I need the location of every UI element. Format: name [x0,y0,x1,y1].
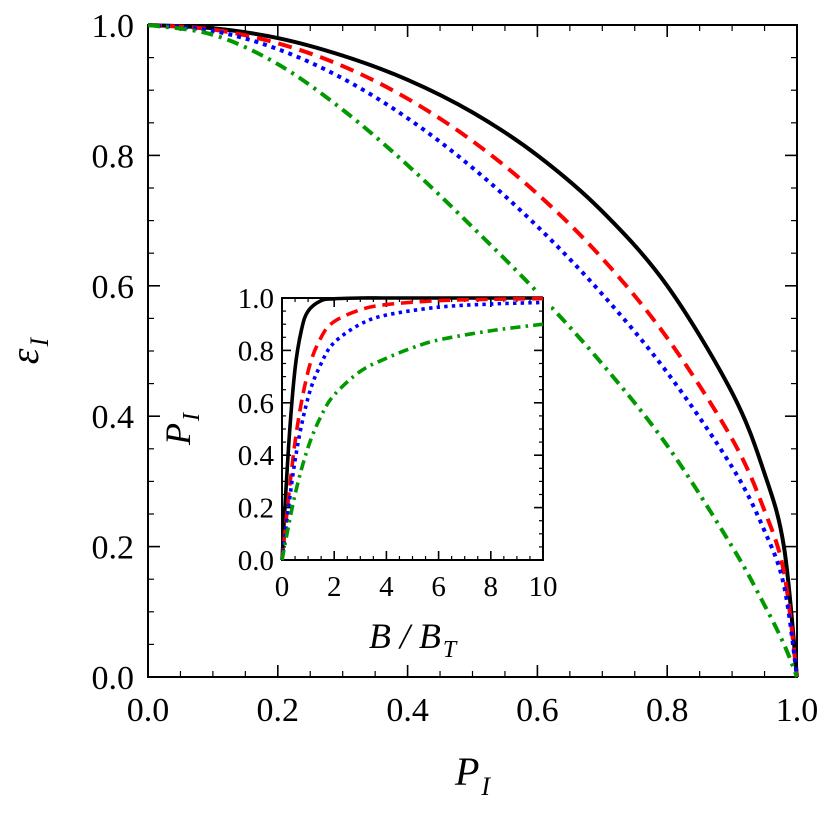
main-x-axis-title: PI [454,749,491,801]
inset-x-tick-label: 4 [379,571,394,603]
main-series-solid-line [147,23,799,678]
main-ticks [147,24,798,678]
main-chart: 0.0 0.2 0.4 0.6 0.8 1.00.00.20.40.60.81.0 PI … [2,8,818,801]
inset-series-lines [280,296,544,561]
inset-x-tick-label: 8 [484,571,499,603]
main-y-axis-title: εI [2,336,54,364]
main-y-tick-label: 1.0 [92,8,135,45]
inset-y-tick-label: 1.0 [238,283,274,315]
main-series-dashed-line [147,23,799,678]
inset-x-tick-label: 6 [431,571,446,603]
inset-x-tick-label: 0 [275,571,290,603]
inset-series-dashdot-line [280,322,544,561]
main-x-tick-label: 0.4 [386,692,429,729]
main-x-tick-label: 0.0 [127,692,170,729]
inset-ticks [281,297,544,561]
main-tick-labels: 0.0 0.2 0.4 0.6 0.8 1.0 0.0 0.2 0.4 0.6 0.8 1.0 [92,8,819,729]
inset-background [162,292,551,664]
inset-chart: 0 2 4 6 8 10 0.0 0.2 0.4 0.6 0.8 1.0 B / BT PI [158,283,558,664]
inset-series-solid-line [280,296,543,561]
main-series-dashdot-line [147,23,799,678]
main-x-tick-label: 0.2 [257,692,300,729]
inset-x-tick-label: 10 [529,571,558,603]
main-series-lines [147,23,799,678]
main-x-tick-label: 1.0 [776,692,819,729]
main-x-tick-label: 0.8 [646,692,689,729]
inset-series-dotted-line [280,300,544,561]
inset-series-dashed-line [280,296,544,561]
inset-tick-labels: 0 2 4 6 8 10 0.0 0.2 0.4 0.6 0.8 1.0 [238,283,558,603]
inset-x-tick-label: 2 [327,571,342,603]
inset-y-axis-title: PI [158,412,205,446]
inset-y-tick-label: 0.4 [238,440,275,472]
inset-y-tick-label: 0.2 [238,493,274,525]
main-series-dotted-line [147,23,799,678]
main-x-tick-label: 0.6 [516,692,559,729]
main-y-tick-label: 0.6 [92,269,135,306]
inset-x-axis-title: B / BT [369,616,458,663]
main-y-tick-label: 0.4 [92,399,135,436]
main-y-tick-label: 0.8 [92,138,135,175]
main-y-tick-label: 0.2 [92,530,135,567]
inset-y-tick-label: 0.0 [238,545,274,577]
inset-y-tick-label: 0.8 [238,335,274,367]
main-y-tick-label: 0.0 [92,660,135,697]
inset-y-tick-label: 0.6 [238,388,274,420]
